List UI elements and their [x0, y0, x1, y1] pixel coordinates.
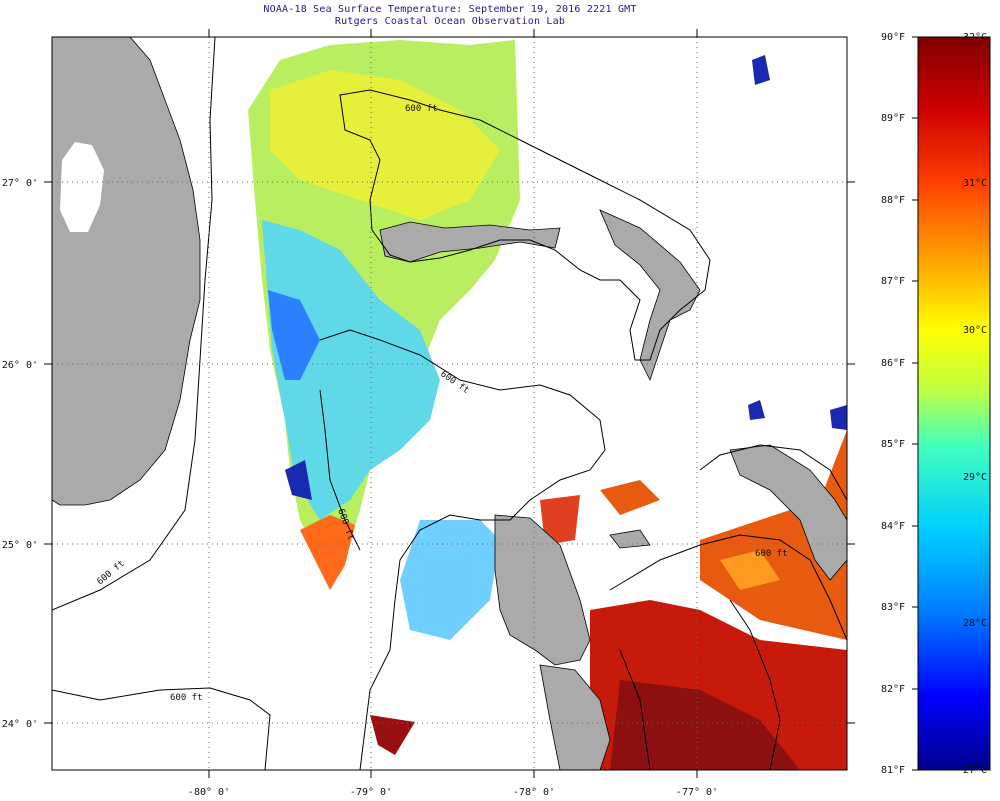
- axis-ticks: [44, 29, 855, 778]
- lon-label: -79° 0': [350, 787, 392, 798]
- colorbar-c-label: 30°C: [963, 325, 988, 336]
- contour-label: 600 ft: [170, 693, 203, 703]
- colorbar-f-label: 87°F: [881, 276, 906, 287]
- colorbar-f-label: 90°F: [881, 32, 906, 43]
- colorbar-f-label: 89°F: [881, 113, 906, 124]
- sst-data-west: [248, 40, 520, 590]
- lat-label: 24° 0': [2, 719, 38, 730]
- contour-label: 600 ft: [438, 369, 470, 396]
- colorbar-f-label: 85°F: [881, 439, 906, 450]
- depth-contours: [52, 37, 847, 770]
- colorbar-f-label: 83°F: [881, 602, 906, 613]
- contour-label: 600 ft: [405, 104, 438, 114]
- colorbar-c-label: 28°C: [963, 618, 988, 629]
- colorbar-c-label: 32°C: [963, 32, 988, 43]
- colorbar-f-label: 82°F: [881, 684, 906, 695]
- colorbar: [917, 36, 991, 771]
- map-subtitle: Rutgers Coastal Ocean Observation Lab: [334, 16, 566, 27]
- map-title: NOAA-18 Sea Surface Temperature: Septemb…: [263, 4, 637, 15]
- plot-frame: [51, 36, 848, 771]
- lon-label: -78° 0': [513, 787, 555, 798]
- colorbar-c-label: 29°C: [963, 472, 988, 483]
- graticule: [52, 37, 847, 770]
- colorbar-f-label: 84°F: [881, 521, 906, 532]
- sst-data-east: [370, 55, 847, 770]
- colorbar-c-label: 27°C: [963, 765, 988, 776]
- land: [52, 37, 847, 770]
- colorbar-f-label: 88°F: [881, 195, 906, 206]
- colorbar-f-label: 86°F: [881, 358, 906, 369]
- lon-label: -77° 0': [676, 787, 718, 798]
- lat-label: 26° 0': [2, 360, 38, 371]
- colorbar-ticks: [912, 36, 918, 771]
- colorbar-f-label: 81°F: [881, 765, 906, 776]
- lat-label: 25° 0': [2, 540, 38, 551]
- colorbar-c-label: 31°C: [963, 178, 988, 189]
- lon-label: -80° 0': [188, 787, 230, 798]
- contour-label: 600 ft: [755, 549, 788, 559]
- lat-label: 27° 0': [2, 178, 38, 189]
